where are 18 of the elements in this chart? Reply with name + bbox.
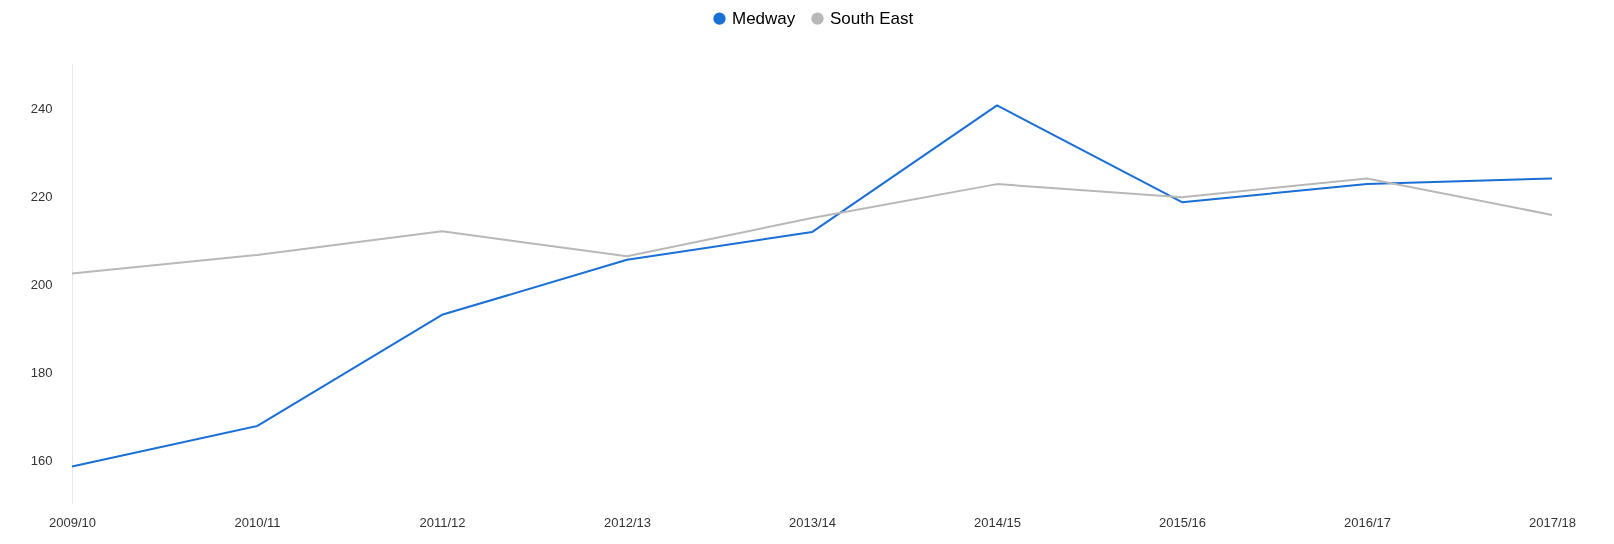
y-tick-label: 240 (30, 100, 53, 116)
x-tick-label: 2009/10 (49, 514, 96, 530)
x-tick-label: 2016/17 (1344, 514, 1391, 530)
x-tick-label: 2013/14 (789, 514, 836, 530)
line-series (71, 104, 1553, 468)
x-tick-label: 2012/13 (604, 514, 651, 530)
x-tick-label: 2017/18 (1529, 514, 1576, 530)
x-tick-label: 2015/16 (1159, 514, 1206, 530)
x-tick-label: 2011/12 (419, 514, 466, 530)
legend-label: South East (830, 8, 914, 28)
y-tick-label: 200 (30, 276, 53, 292)
legend-label: Medway (732, 8, 796, 28)
x-tick-label: 2014/15 (974, 514, 1021, 530)
y-tick-label: 180 (30, 364, 53, 380)
y-tick-label: 220 (30, 188, 53, 204)
x-tick-label: 2010/11 (234, 514, 281, 530)
y-tick-label: 160 (30, 452, 53, 468)
line-series (71, 177, 1553, 275)
